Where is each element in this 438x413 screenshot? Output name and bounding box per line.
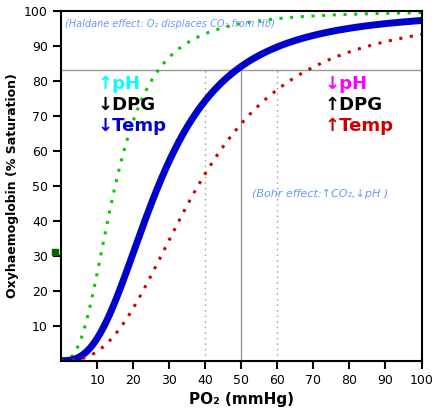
Text: ↑DPG: ↑DPG [324, 96, 381, 114]
X-axis label: PO₂ (mmHg): PO₂ (mmHg) [188, 392, 293, 408]
Text: ↓Temp: ↓Temp [97, 117, 166, 135]
Text: (Bohr effect:↑CO₂,↓pH ): (Bohr effect:↑CO₂,↓pH ) [251, 189, 388, 199]
Text: ↑Temp: ↑Temp [324, 117, 392, 135]
Text: ↑pH: ↑pH [97, 75, 140, 93]
Text: ↓pH: ↓pH [324, 75, 366, 93]
Y-axis label: Oxyhaemoglobin (% Saturation): Oxyhaemoglobin (% Saturation) [6, 73, 18, 298]
Text: (Haldane effect: O₂ displaces CO₂ from Hb): (Haldane effect: O₂ displaces CO₂ from H… [65, 19, 274, 29]
Text: ↓DPG: ↓DPG [97, 96, 155, 114]
